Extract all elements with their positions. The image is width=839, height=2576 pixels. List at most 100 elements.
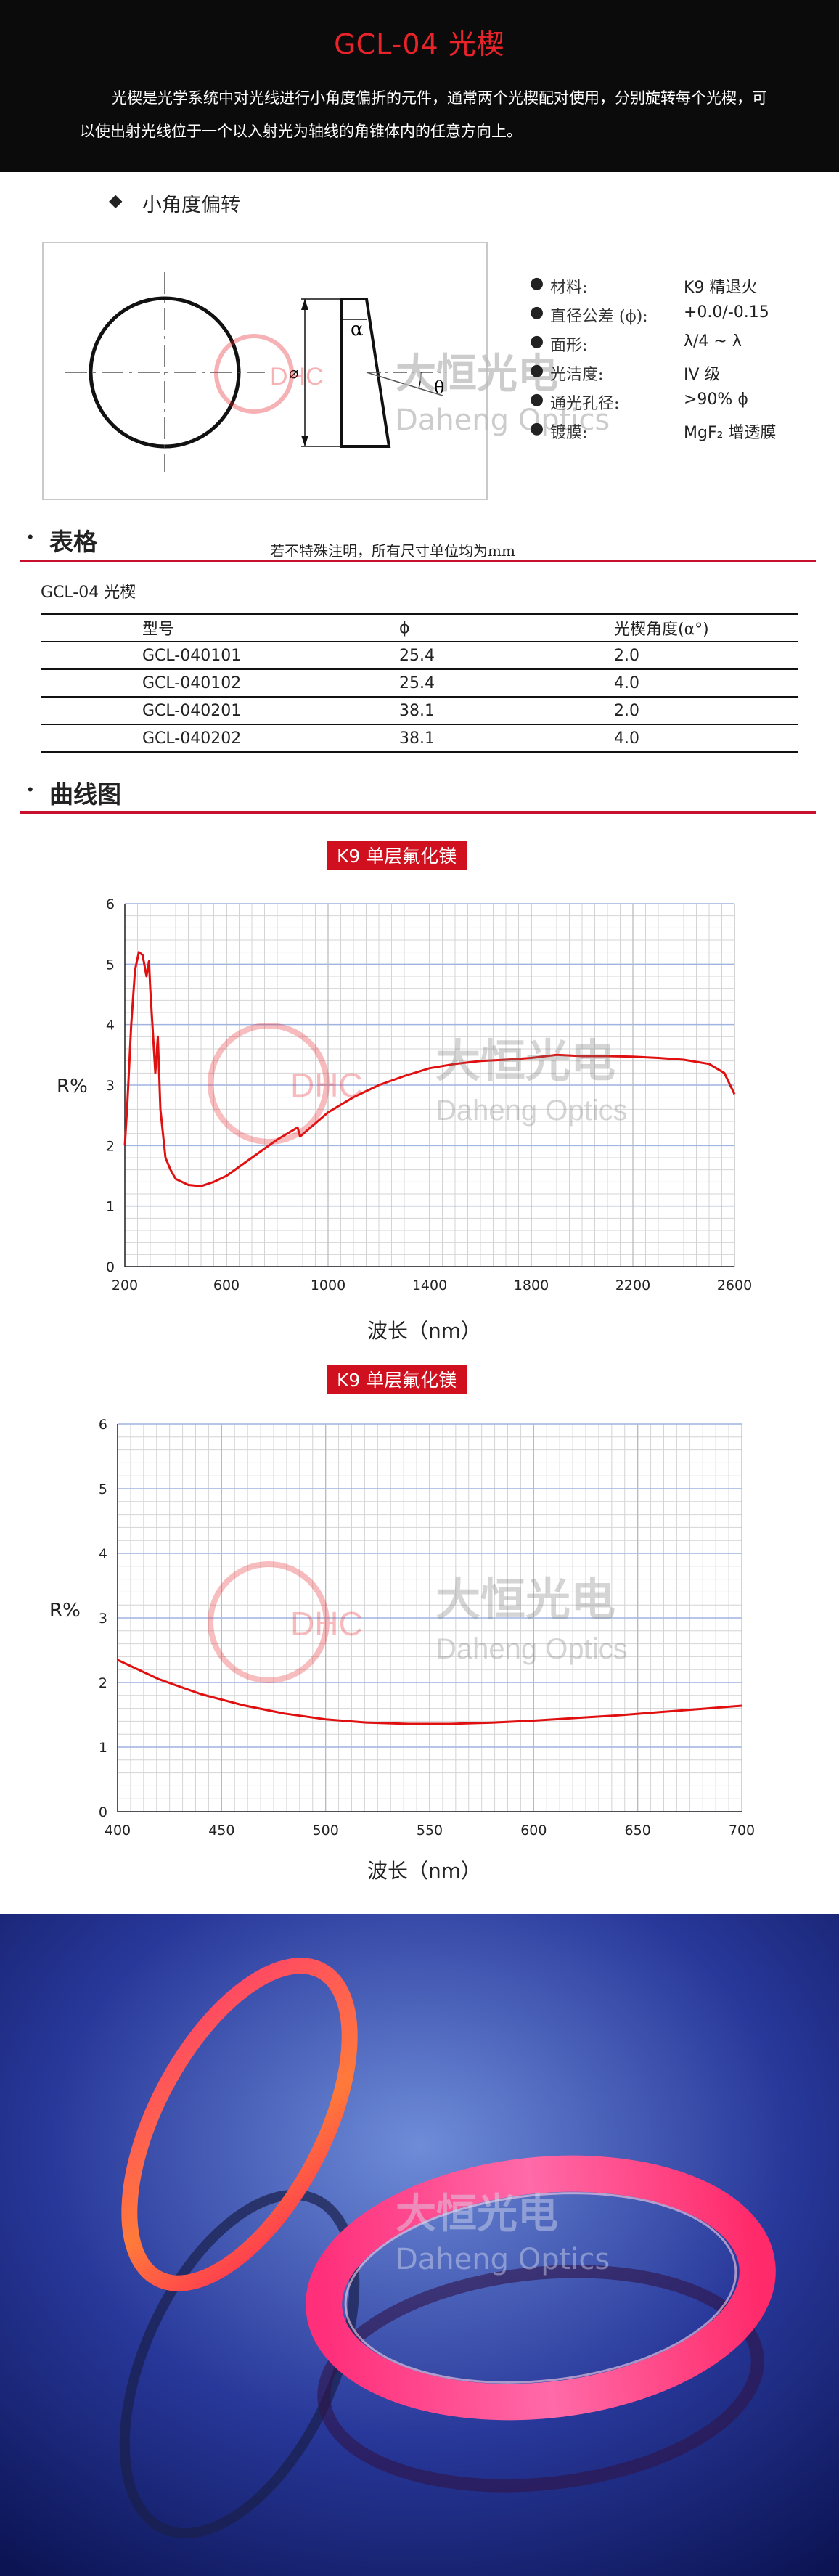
spec-row: ● 直径公差 (ϕ): +0.0/-0.15 <box>530 303 835 330</box>
column-header: 光楔角度(α°) <box>588 613 798 642</box>
watermark-en: Daheng Optics <box>396 404 610 437</box>
cell-diameter: 25.4 <box>382 642 588 670</box>
x-tick-label: 1800 <box>514 1277 549 1293</box>
product-name: GCL-04 光楔 <box>41 584 136 602</box>
photo-watermark-en: Daheng Optics <box>396 2243 610 2276</box>
svg-text:Daheng Optics: Daheng Optics <box>435 1095 628 1127</box>
cell-diameter: 38.1 <box>382 697 588 725</box>
chart2-svg: 0 1 2 3 4 5 6 400 450 500 550 600 650 700 DHC 大恒光电 Dahen… <box>99 1417 755 1839</box>
spec-value: >90% ϕ <box>684 391 748 409</box>
section-divider <box>20 811 816 814</box>
x-tick-label: 1000 <box>311 1277 345 1293</box>
wedge-diagram-svg: α θ ⌀ DHC <box>65 272 446 472</box>
svg-text:Daheng Optics: Daheng Optics <box>435 1633 628 1665</box>
x-tick-label: 200 <box>112 1277 138 1293</box>
section-divider <box>20 560 816 562</box>
spec-value: IV 级 <box>684 366 721 384</box>
chart1-xlabel: 波长（nm） <box>367 1319 482 1343</box>
spec-label: 材料: <box>550 279 588 297</box>
series-line <box>123 951 736 1187</box>
spec-label: 直径公差 (ϕ): <box>550 308 648 326</box>
x-tick-label: 1400 <box>412 1277 447 1293</box>
x-tick-label: 500 <box>313 1823 339 1839</box>
spec-row: ● 材料: K9 精退火 <box>530 274 835 300</box>
table-note: 若不特殊注明，所有尺寸单位均为mm <box>270 542 515 560</box>
chart-watermark: DHC 大恒光电 Daheng Optics <box>208 1561 628 1683</box>
theta-arc <box>418 372 422 389</box>
cell-diameter: 38.1 <box>382 724 588 753</box>
column-header: ϕ <box>382 613 588 642</box>
cell-angle: 2.0 <box>588 642 798 670</box>
spec-label: 镀膜: <box>550 424 588 442</box>
y-tick-label: 6 <box>106 896 115 912</box>
svg-text:DHC: DHC <box>290 1066 363 1104</box>
series-line <box>117 1659 742 1725</box>
dim-arrow-bottom-icon <box>301 436 308 446</box>
spec-row: ● 面形: λ/4 ~ λ <box>530 332 835 359</box>
bullet-dot-icon: ● <box>530 420 544 438</box>
y-tick-label: 2 <box>99 1675 107 1691</box>
table-row: GCL-040201 38.1 2.0 <box>41 697 798 725</box>
y-tick-label: 5 <box>99 1481 107 1497</box>
chart1-svg: 0 1 2 3 4 5 6 200 600 1000 1400 1800 2200 2600 DHC 大恒光电… <box>106 896 752 1293</box>
spec-label: 通光孔径: <box>550 395 620 413</box>
table-row: GCL-040202 38.1 4.0 <box>41 724 798 753</box>
chart1-title: K9 单层氟化镁 <box>327 841 467 870</box>
section-dot-icon: · <box>26 775 35 804</box>
x-tick-label: 2200 <box>615 1277 650 1293</box>
spec-row: ● 镀膜: MgF₂ 增透膜 <box>530 420 835 446</box>
bullet-dot-icon: ● <box>530 332 544 351</box>
bullet-dot-icon: ● <box>530 303 544 322</box>
svg-text:DHC: DHC <box>270 363 324 391</box>
y-tick-label: 3 <box>99 1611 107 1627</box>
spec-table: 型号 ϕ 光楔角度(α°) GCL-040101 25.4 2.0 GCL-04… <box>41 613 798 753</box>
cell-model: GCL-040201 <box>41 697 382 725</box>
chart2-ylabel: R% <box>49 1600 81 1622</box>
chart2-xlabel: 波长（nm） <box>367 1859 482 1883</box>
y-tick-label: 4 <box>99 1546 107 1562</box>
spec-value: +0.0/-0.15 <box>684 303 769 322</box>
watermark-logo: DHC <box>214 334 324 414</box>
deviated-ray <box>366 372 443 396</box>
alpha-label: α <box>351 319 364 340</box>
subsection-title: 小角度偏转 <box>142 194 240 216</box>
chart2-title: K9 单层氟化镁 <box>327 1365 467 1394</box>
product-photo <box>0 1914 839 2576</box>
spec-value: MgF₂ 增透膜 <box>684 424 777 442</box>
theta-label: θ <box>434 377 444 398</box>
svg-text:大恒光电: 大恒光电 <box>435 1034 615 1087</box>
section-heading-table: 表格 <box>49 528 97 556</box>
svg-text:DHC: DHC <box>290 1605 363 1643</box>
y-tick-label: 2 <box>106 1138 115 1154</box>
cell-model: GCL-040202 <box>41 724 382 753</box>
y-tick-label: 0 <box>106 1259 115 1275</box>
chart1-ylabel: R% <box>57 1076 88 1097</box>
intro-text: 光楔是光学系统中对光线进行小角度偏折的元件，通常两个光楔配对使用，分别旋转每个光… <box>80 89 767 140</box>
y-tick-label: 6 <box>99 1417 107 1433</box>
bullet-dot-icon: ● <box>530 361 544 380</box>
section-heading-curves: 曲线图 <box>49 780 121 809</box>
header-banner <box>0 0 839 172</box>
watermark-cn: 大恒光电 <box>396 351 558 398</box>
table-row: GCL-040101 25.4 2.0 <box>41 642 798 670</box>
svg-text:大恒光电: 大恒光电 <box>435 1573 615 1626</box>
dim-arrow-top-icon <box>301 299 308 310</box>
photo-watermark-cn: 大恒光电 <box>396 2191 558 2238</box>
wedge-diagram: α θ ⌀ DHC <box>42 242 488 500</box>
x-tick-label: 400 <box>105 1823 131 1839</box>
x-tick-label: 450 <box>208 1823 234 1839</box>
cell-angle: 4.0 <box>588 669 798 698</box>
y-tick-label: 3 <box>106 1078 115 1094</box>
cell-model: GCL-040101 <box>41 642 382 670</box>
column-header: 型号 <box>41 613 382 642</box>
x-tick-label: 2600 <box>717 1277 752 1293</box>
x-tick-label: 600 <box>520 1823 547 1839</box>
table-header-row: 型号 ϕ 光楔角度(α°) <box>41 613 798 642</box>
spec-row: ● 通光孔径: >90% ϕ <box>530 391 835 417</box>
cell-angle: 2.0 <box>588 697 798 725</box>
y-tick-label: 0 <box>99 1804 107 1820</box>
y-tick-label: 4 <box>106 1018 115 1034</box>
bullet-dot-icon: ● <box>530 274 544 293</box>
chart-watermark: DHC 大恒光电 Daheng Optics <box>208 1023 628 1145</box>
page-title: GCL-04 光楔 <box>334 28 505 60</box>
